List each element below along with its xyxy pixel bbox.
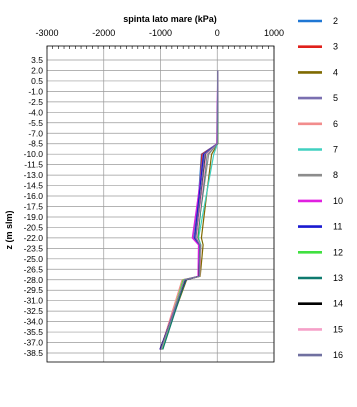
y-tick-label: -32.5	[24, 306, 44, 316]
y-tick-label: -11.5	[24, 160, 43, 170]
y-tick-label: -20.5	[24, 222, 44, 232]
y-tick-label: -14.5	[24, 181, 44, 191]
y-ticks: 3.52.00.5-1.0-2.5-4.0-5.5-7.0-8.5-10.0-1…	[24, 55, 44, 358]
y-tick-label: -26.5	[24, 264, 44, 274]
y-tick-label: -13.0	[24, 170, 44, 180]
legend-label-12: 12	[333, 247, 343, 257]
y-tick-label: -10.0	[24, 149, 44, 159]
y-tick-label: -17.5	[24, 202, 44, 212]
x-tick-label: -1000	[149, 28, 172, 38]
series-line-16	[160, 70, 219, 350]
x-tick-label: -3000	[35, 28, 58, 38]
y-tick-label: -23.5	[24, 243, 44, 253]
x-tick-label: -2000	[92, 28, 115, 38]
y-tick-label: -2.5	[28, 97, 43, 107]
legend-label-13: 13	[333, 273, 343, 283]
legend-label-14: 14	[333, 299, 343, 309]
y-tick-label: -29.5	[24, 285, 44, 295]
x-axis-title: spinta lato mare (kPa)	[123, 14, 217, 24]
legend: 2 3 4 5 6 7 8 10 11 12 13 14 15 16	[298, 16, 343, 360]
x-ticks: -3000 -2000 -1000 0 1000	[35, 28, 284, 38]
y-tick-label: -1.0	[28, 86, 43, 96]
y-tick-label: -28.0	[24, 275, 44, 285]
y-tick-label: -4.0	[28, 107, 43, 117]
legend-label-11: 11	[333, 222, 342, 232]
x-tick-label: 0	[215, 28, 220, 38]
top-minor-ticks	[46, 46, 275, 49]
legend-label-3: 3	[333, 42, 338, 52]
y-axis-title: z (m slm)	[4, 210, 14, 249]
legend-label-10: 10	[333, 196, 343, 206]
legend-label-4: 4	[333, 67, 338, 77]
y-tick-label: -37.0	[24, 338, 44, 348]
y-tick-label: 2.0	[31, 65, 43, 75]
legend-label-16: 16	[333, 350, 343, 360]
series-lines	[159, 70, 219, 350]
y-tick-label: -31.0	[24, 296, 44, 306]
legend-label-5: 5	[333, 93, 338, 103]
y-tick-label: -35.5	[24, 327, 44, 337]
legend-label-6: 6	[333, 119, 338, 129]
y-tick-label: -25.0	[24, 254, 44, 264]
y-tick-label: 3.5	[31, 55, 43, 65]
y-tick-label: 0.5	[31, 76, 43, 86]
y-tick-label: -19.0	[24, 212, 44, 222]
y-tick-label: -38.5	[24, 348, 44, 358]
x-tick-label: 1000	[264, 28, 284, 38]
legend-label-2: 2	[333, 16, 338, 26]
y-tick-label: -5.5	[28, 118, 43, 128]
y-tick-label: -8.5	[28, 139, 43, 149]
y-tick-label: -22.0	[24, 233, 44, 243]
legend-label-7: 7	[333, 145, 338, 155]
legend-label-8: 8	[333, 170, 338, 180]
y-tick-label: -16.0	[24, 191, 44, 201]
y-tick-label: -34.0	[24, 317, 44, 327]
y-tick-label: -7.0	[28, 128, 43, 138]
legend-label-15: 15	[333, 324, 343, 334]
